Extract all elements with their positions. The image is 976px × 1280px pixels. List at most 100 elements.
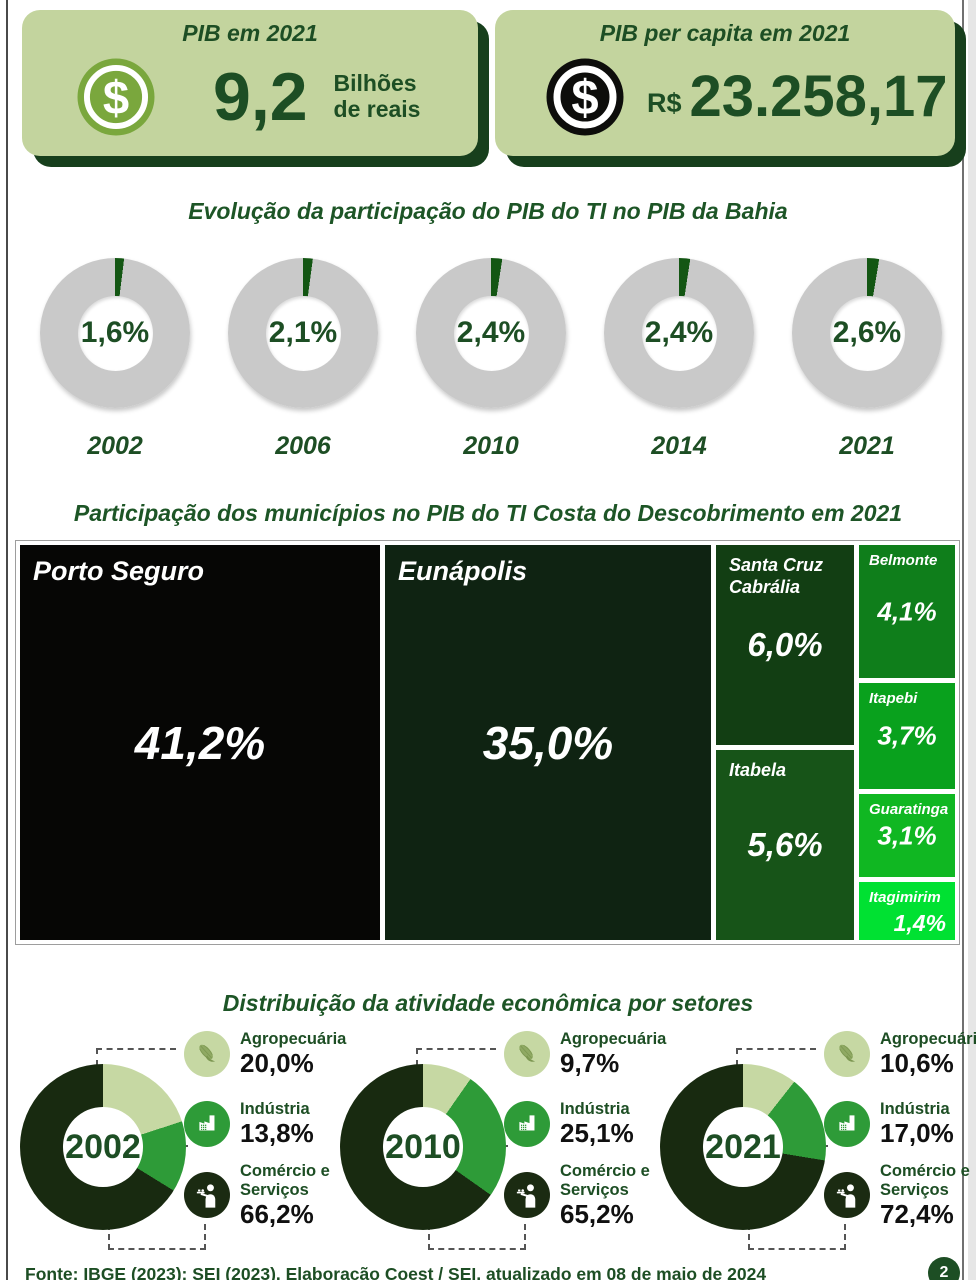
kpi-card-pib: PIB em 2021 $ 9,2 Bilhões de reais	[22, 10, 478, 156]
donut-hole: 2021	[703, 1107, 783, 1187]
dashed-connector	[736, 1048, 816, 1066]
cell-value: 1,4%	[893, 910, 946, 936]
donut-hole: 2,4%	[453, 295, 529, 371]
evolution-section-title: Evolução da participação do PIB do TI no…	[188, 198, 788, 224]
donut-chart-2014: 2,4%	[604, 258, 754, 408]
evolution-donut-2014: 2,4% 2014	[604, 258, 754, 461]
cell-name: Porto Seguro	[33, 556, 205, 586]
cell-value: 5,6%	[747, 826, 823, 863]
dashed-connector	[96, 1048, 176, 1066]
page-number: 2	[939, 1264, 949, 1280]
sector-group-2002: 2002 Agropecuária 20,0% Indústria 13,8%	[8, 1028, 346, 1268]
donut-value: 2,6%	[832, 316, 902, 349]
page-border-left	[6, 0, 8, 1280]
sector-group-2021: 2021 Agropecuária 10,6% Indústria 17,0%	[648, 1028, 976, 1268]
cell-value: 35,0%	[482, 716, 614, 769]
legend-label: Agropecuária	[880, 1030, 976, 1048]
evolution-donut-2010: 2,4% 2010	[416, 258, 566, 461]
kpi-card-per-capita-title: PIB per capita em 2021	[599, 20, 851, 46]
cell-value: 3,1%	[877, 820, 937, 850]
legend-comercio-servicos: Comércio e Serviços 65,2%	[504, 1162, 652, 1229]
donut-year-label: 2021	[839, 432, 895, 460]
treemap-section-title: Participação dos municípios no PIB do TI…	[73, 500, 903, 526]
kpi-cards-row: PIB em 2021 $ 9,2 Bilhões de reais PIB p…	[22, 10, 955, 156]
svg-text:$: $	[571, 72, 598, 126]
dollar-coin-black-icon: $	[546, 58, 624, 136]
treemap-column-2: Eunápolis 35,0%	[385, 545, 711, 940]
kpi-card-pib-title: PIB em 2021	[182, 20, 318, 46]
legend-text: Indústria 25,1%	[560, 1100, 634, 1148]
legend-value: 25,1%	[560, 1117, 634, 1148]
donut-value: 2,4%	[456, 316, 526, 349]
donut-year: 2002	[65, 1127, 141, 1166]
kpi-card-pib-per-capita: PIB per capita em 2021 $ R$ 23.258,17	[495, 10, 955, 156]
legend-value: 17,0%	[880, 1117, 954, 1148]
treemap-cell-itapebi: Itapebi 3,7%	[859, 683, 955, 789]
legend-text: Agropecuária 9,7%	[560, 1030, 666, 1078]
svg-text:$: $	[103, 72, 129, 125]
sector-donut-chart-2021: 2021	[660, 1064, 826, 1230]
source-note: Fonte: IBGE (2023); SEI (2023). Elaboraç…	[25, 1264, 767, 1280]
treemap-column-1: Porto Seguro 41,2%	[20, 545, 380, 940]
treemap-cell-itagimirim: Itagimirim 1,4%	[859, 882, 955, 940]
cell-value: 4,1%	[877, 596, 937, 626]
pib-unit: Bilhões de reais	[333, 70, 421, 123]
donut-hole: 2002	[63, 1107, 143, 1187]
legend-agropecuaria: Agropecuária 20,0%	[184, 1030, 346, 1078]
factory-icon	[184, 1100, 230, 1147]
services-person-icon	[504, 1172, 550, 1219]
legend-label: Comércio e Serviços	[880, 1162, 970, 1199]
kpi-card-per-capita-body: $ R$ 23.258,17	[495, 47, 955, 147]
donut-value: 1,6%	[80, 316, 150, 349]
pib-unit-line2: de reais	[333, 96, 421, 122]
legend-text: Comércio e Serviços 72,4%	[880, 1162, 972, 1229]
legend-agropecuaria: Agropecuária 9,7%	[504, 1030, 666, 1078]
legend-text: Agropecuária 10,6%	[880, 1030, 976, 1078]
sector-group-2010: 2010 Agropecuária 9,7% Indústria 25,1%	[328, 1028, 666, 1268]
dashed-connector	[108, 1224, 206, 1250]
corn-icon	[824, 1030, 870, 1077]
sector-donut-chart-2010: 2010	[340, 1064, 506, 1230]
donut-chart-2021: 2,6%	[792, 258, 942, 408]
legend-label: Indústria	[880, 1100, 950, 1118]
corn-icon	[504, 1030, 550, 1077]
legend-value: 20,0%	[240, 1047, 314, 1078]
legend-comercio-servicos: Comércio e Serviços 72,4%	[824, 1162, 972, 1229]
dashed-connector	[428, 1224, 526, 1250]
treemap-cell-santa-cruz-cabralia: Santa Cruz Cabrália 6,0%	[716, 545, 854, 745]
legend-label: Agropecuária	[560, 1030, 667, 1048]
legend-value: 13,8%	[240, 1117, 314, 1148]
treemap-column-3: Santa Cruz Cabrália 6,0% Itabela 5,6%	[716, 545, 854, 940]
legend-text: Comércio e Serviços 66,2%	[240, 1162, 332, 1229]
legend-label: Comércio e Serviços	[560, 1162, 650, 1199]
cell-value: 41,2%	[134, 716, 266, 769]
donut-year: 2010	[385, 1127, 461, 1166]
legend-text: Comércio e Serviços 65,2%	[560, 1162, 652, 1229]
evolution-donut-2021: 2,6% 2021	[792, 258, 942, 461]
dashed-connector	[416, 1048, 496, 1066]
cell-name: Itapebi	[869, 690, 918, 707]
dashed-connector	[748, 1224, 846, 1250]
services-person-icon	[184, 1172, 230, 1219]
donut-year: 2021	[705, 1127, 781, 1166]
donut-hole: 2,4%	[641, 295, 717, 371]
legend-label: Indústria	[560, 1100, 630, 1118]
donut-value: 2,1%	[268, 316, 338, 349]
pib-per-capita-value: 23.258,17	[689, 64, 948, 129]
page-border-right	[962, 0, 964, 1280]
pib-value: 9,2	[213, 59, 308, 135]
treemap-cell-eunapolis: Eunápolis 35,0%	[385, 545, 711, 940]
treemap-cell-belmonte: Belmonte 4,1%	[859, 545, 955, 678]
cell-value: 6,0%	[747, 626, 823, 663]
donut-chart-2006: 2,1%	[228, 258, 378, 408]
legend-value: 72,4%	[880, 1198, 954, 1229]
factory-icon	[824, 1100, 870, 1147]
evolution-donut-2002: 1,6% 2002	[40, 258, 190, 461]
donut-chart-2002: 1,6%	[40, 258, 190, 408]
page-number-badge: 2	[928, 1257, 960, 1280]
cell-name: Eunápolis	[398, 556, 528, 586]
donut-hole: 2,1%	[265, 295, 341, 371]
donut-value: 2,4%	[644, 316, 714, 349]
donut-year-label: 2014	[651, 432, 707, 460]
cell-name: Itagimirim	[869, 889, 941, 906]
